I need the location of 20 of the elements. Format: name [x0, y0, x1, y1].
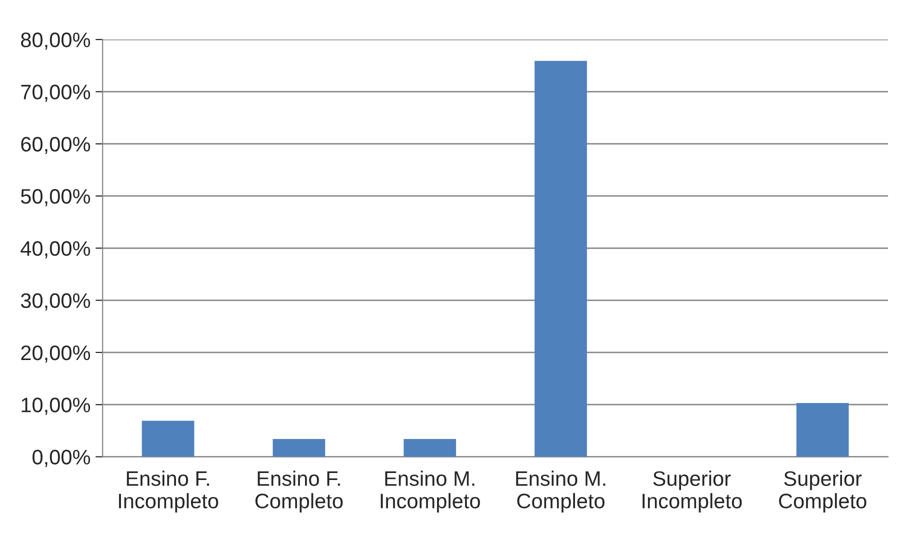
y-tick-label: 10,00%	[22, 398, 90, 415]
y-tick-label: 50,00%	[20, 188, 90, 206]
bar	[796, 403, 849, 457]
bar	[534, 60, 587, 457]
x-tick-label: Ensino M. Completo	[516, 470, 606, 513]
x-tick-label: Superior Incompleto	[642, 470, 742, 513]
x-tick-label: Ensino F. Incompleto	[119, 470, 218, 513]
y-tick-label: 30,00%	[20, 293, 90, 311]
bar	[142, 420, 194, 457]
x-tick-label: Superior Completo	[779, 470, 866, 513]
y-tick-label: 20,00%	[21, 345, 90, 363]
y-tick-label: 40,00%	[20, 241, 90, 258]
y-tick-label: 80,00%	[21, 32, 90, 50]
y-tick-label: 70,00%	[21, 84, 90, 102]
y-tick-label: 60,00%	[21, 136, 90, 154]
x-tick-label: Ensino M. Incompleto	[380, 470, 480, 513]
bar	[404, 439, 456, 457]
x-tick-label: Ensino F. Completo	[255, 470, 343, 513]
bar	[272, 439, 326, 457]
y-tick-label: 0,00%	[32, 450, 90, 467]
